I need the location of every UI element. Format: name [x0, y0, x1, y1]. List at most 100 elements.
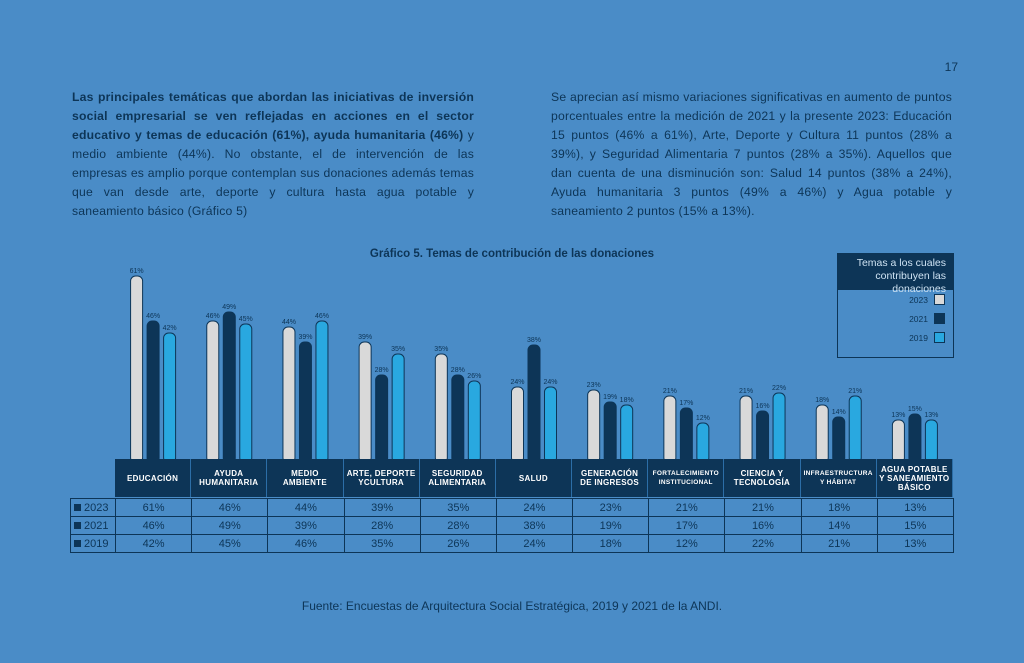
table-row: 2021 46% 49% 39% 28% 28% 38% 19% 17% 16% 14% 15%	[70, 516, 954, 535]
data-label-2023-3: 39%	[358, 334, 372, 341]
table-cell: 61%	[114, 498, 193, 517]
bar-2021-9	[832, 416, 846, 464]
bar-2023-4	[434, 353, 448, 464]
data-label-2023-5: 24%	[510, 379, 524, 386]
table-cell: 16%	[724, 516, 802, 535]
data-label-2023-10: 13%	[891, 412, 905, 419]
data-label-2021-0: 46%	[146, 313, 160, 320]
bar-2023-7	[663, 395, 677, 464]
data-label-2019-3: 35%	[391, 346, 405, 353]
bar-2019-8	[772, 392, 786, 464]
row-marker-icon	[74, 521, 81, 529]
table-cell: 21%	[800, 534, 878, 553]
category-label-9: INFRAESTRUCTURA Y HÁBITAT	[801, 459, 877, 497]
legend-swatch	[934, 332, 945, 343]
bar-2023-2	[282, 326, 296, 464]
bar-2023-9	[815, 404, 829, 464]
data-label-2023-0: 61%	[130, 268, 144, 275]
data-label-2019-0: 42%	[163, 325, 177, 332]
legend-items: 2023 2021 2019	[838, 290, 953, 347]
data-label-2021-5: 38%	[527, 337, 541, 344]
bar-2021-4	[451, 374, 465, 464]
table-cell: 19%	[572, 516, 650, 535]
table-cell: 21%	[724, 498, 802, 517]
chart-title: Gráfico 5. Temas de contribución de las …	[369, 248, 655, 260]
bar-2019-10	[924, 419, 938, 464]
bar-2021-6	[603, 401, 617, 464]
table-cell: 28%	[343, 516, 421, 535]
data-label-2019-7: 12%	[696, 415, 710, 422]
table-cell: 14%	[800, 516, 878, 535]
table-cell: 39%	[343, 498, 421, 517]
data-label-2023-7: 21%	[663, 388, 677, 395]
bar-2019-9	[848, 395, 862, 464]
data-label-2019-9: 21%	[848, 388, 862, 395]
table-cell: 46%	[191, 498, 269, 517]
data-label-2019-2: 46%	[315, 313, 329, 320]
bar-2023-10	[891, 419, 905, 464]
page-number: 17	[944, 60, 958, 74]
table-cell: 35%	[343, 534, 421, 553]
bar-2021-10	[908, 413, 922, 464]
category-label-3: ARTE, DEPORTE YCULTURA	[344, 459, 420, 497]
source-note: Fuente: Encuestas de Arquitectura Social…	[301, 599, 723, 613]
legend-label: 2021	[909, 313, 928, 324]
table-row-header: 2019	[70, 534, 116, 553]
table-cell: 45%	[191, 534, 269, 553]
data-label-2019-4: 26%	[467, 373, 481, 380]
table-row-header: 2023	[70, 498, 116, 517]
category-header-bar: EDUCACIÓN AYUDA HUMANITARIA MEDIO AMBIENTE…	[115, 459, 953, 497]
table-cell: 15%	[876, 516, 954, 535]
data-label-2021-1: 49%	[222, 304, 236, 311]
table-cell: 24%	[495, 498, 574, 517]
intro-paragraph-left: Las principales temáticas que abordan la…	[72, 88, 474, 221]
data-label-2021-6: 19%	[603, 394, 617, 401]
table-cell: 46%	[114, 516, 193, 535]
intro-normal-text: y medio ambiente (44%). No obstante, el …	[72, 128, 474, 218]
legend-swatch	[934, 313, 945, 324]
data-label-2023-2: 44%	[282, 319, 296, 326]
table-cell: 26%	[419, 534, 497, 553]
row-marker-icon	[74, 503, 81, 511]
row-marker-icon	[74, 539, 81, 547]
bar-2023-8	[739, 395, 753, 464]
data-label-2019-10: 13%	[924, 412, 938, 419]
bar-2019-3	[391, 353, 405, 464]
table-cell: 18%	[572, 534, 650, 553]
legend-label: 2023	[909, 294, 928, 305]
data-label-2021-4: 28%	[451, 367, 465, 374]
bar-2023-6	[587, 389, 601, 464]
data-label-2019-8: 22%	[772, 385, 786, 392]
table-cell: 38%	[495, 516, 574, 535]
table-cell: 49%	[191, 516, 269, 535]
category-label-0: EDUCACIÓN	[115, 459, 192, 497]
table-cell: 24%	[495, 534, 574, 553]
bar-2019-7	[696, 422, 710, 464]
data-table: 2023 61% 46% 44% 39% 35% 24% 23% 21% 21% 18% 13% 202…	[70, 498, 954, 553]
data-label-2021-10: 15%	[908, 406, 922, 413]
table-cell: 12%	[648, 534, 726, 553]
category-label-6: GENERACIÓN DE INGRESOS	[572, 459, 649, 497]
table-cell: 22%	[724, 534, 802, 553]
data-label-2019-6: 18%	[620, 397, 634, 404]
bar-2021-0	[146, 320, 160, 464]
data-label-2023-9: 18%	[815, 397, 829, 404]
table-cell: 17%	[648, 516, 726, 535]
bar-2023-5	[511, 386, 524, 464]
legend-item-2021: 2021	[838, 309, 953, 328]
bar-2023-0	[130, 275, 144, 464]
table-cell: 13%	[876, 498, 954, 517]
category-label-8: CIENCIA Y TECNOLOGÍA	[724, 459, 801, 497]
data-label-2021-7: 17%	[679, 400, 693, 407]
intro-paragraph-right: Se aprecian así mismo variaciones signif…	[551, 90, 952, 218]
bar-2019-4	[467, 380, 481, 464]
bar-2021-2	[298, 341, 312, 464]
data-label-2021-9: 14%	[832, 409, 846, 416]
category-label-10: AGUA POTABLE Y SANEAMIENTO BÁSICO	[877, 459, 953, 497]
bar-2021-1	[222, 311, 236, 464]
table-cell: 18%	[800, 498, 878, 517]
bar-2019-0	[163, 332, 177, 464]
category-label-2: MEDIO AMBIENTE	[267, 459, 344, 497]
table-cell: 13%	[876, 534, 954, 553]
